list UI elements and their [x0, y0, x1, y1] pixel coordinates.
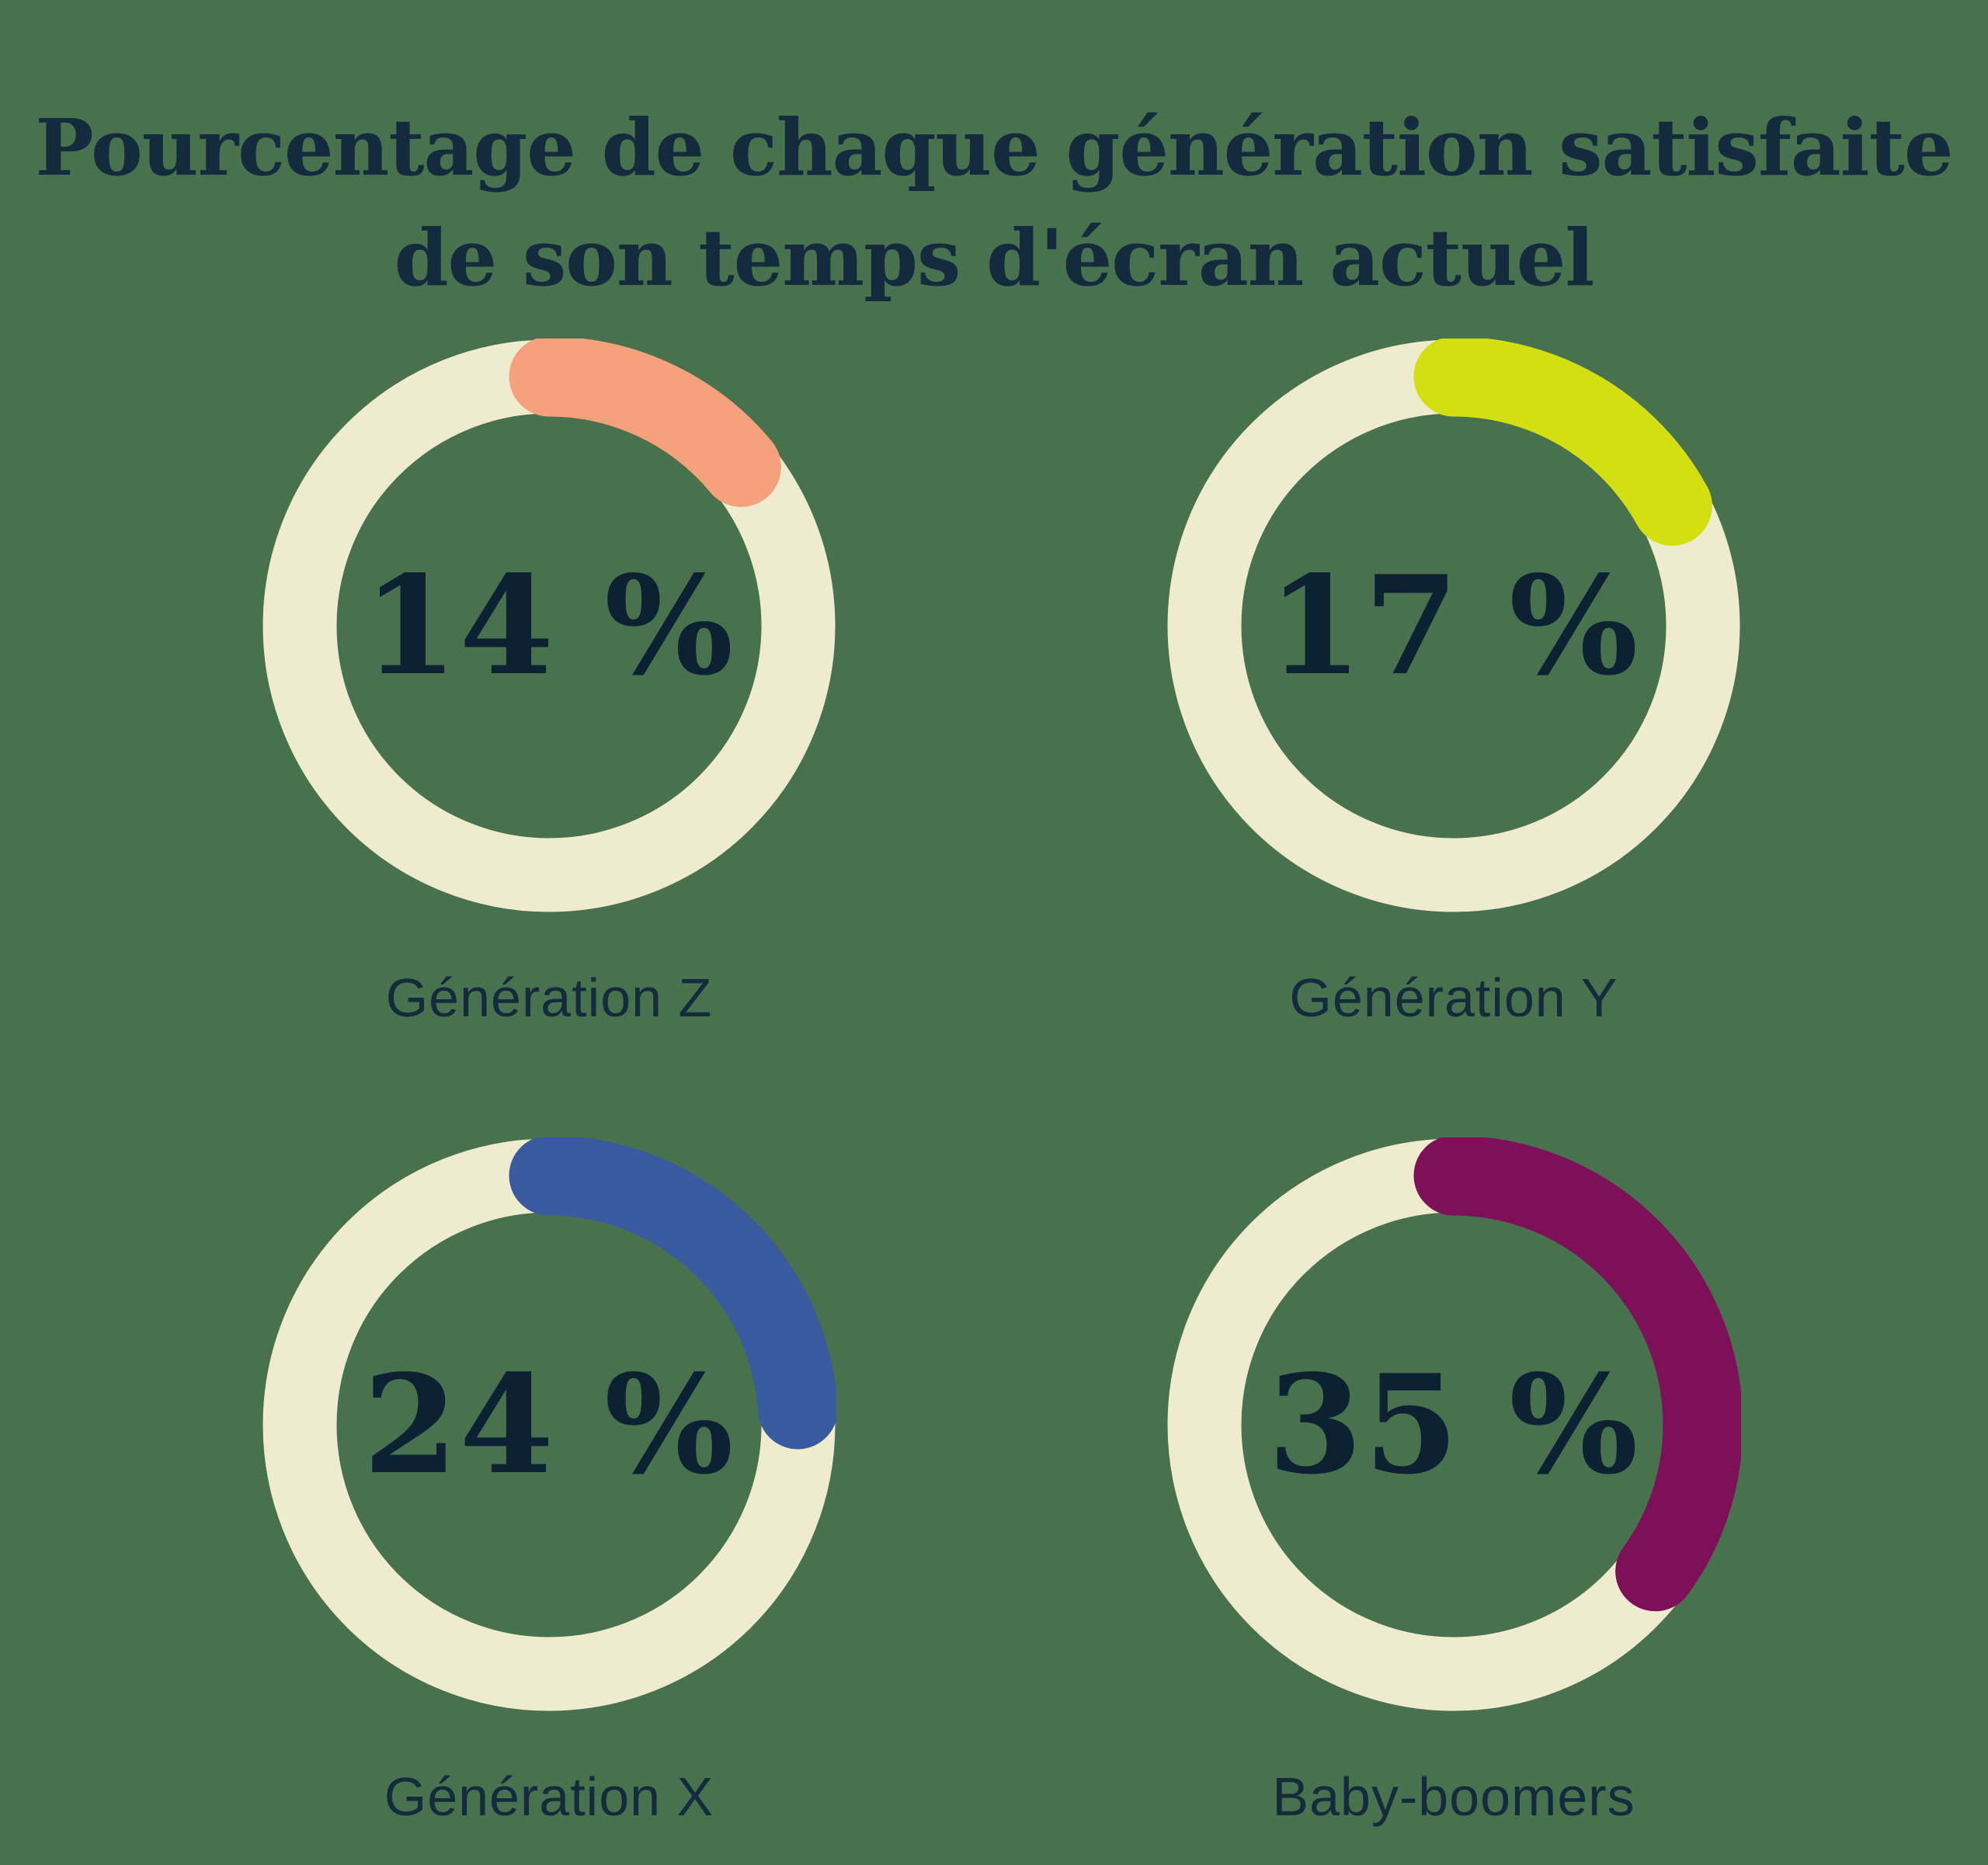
chart-title: Pourcentage de chaque génération satisfa…: [0, 92, 1988, 313]
donut-label-generation-y: Génération Y: [1289, 967, 1618, 1028]
chart-title-line-2: de son temps d'écran actuel: [394, 212, 1595, 304]
donut-label-generation-z: Génération Z: [385, 967, 713, 1028]
donut-label-generation-x: Génération X: [384, 1766, 714, 1827]
donut-generation-x: 24 % Génération X: [262, 1137, 836, 1832]
chart-title-line-1: Pourcentage de chaque génération satisfa…: [35, 102, 1954, 193]
donut-ring-baby-boomers: [1166, 1137, 1741, 1712]
donut-ring-generation-y: [1166, 339, 1741, 913]
donut-value-generation-y: 17 %: [1267, 546, 1640, 706]
donut-generation-y: 17 % Génération Y: [1166, 339, 1741, 1033]
donut-baby-boomers: 35 % Baby-boomers: [1166, 1137, 1741, 1832]
donut-ring-generation-x: [262, 1137, 836, 1712]
donut-ring-generation-z: [262, 339, 836, 913]
donut-generation-z: 14 % Génération Z: [262, 339, 836, 1033]
donut-value-baby-boomers: 35 %: [1267, 1345, 1640, 1505]
donut-value-generation-z: 14 %: [363, 546, 735, 706]
donut-label-baby-boomers: Baby-boomers: [1272, 1766, 1635, 1827]
donut-value-generation-x: 24 %: [363, 1345, 735, 1505]
